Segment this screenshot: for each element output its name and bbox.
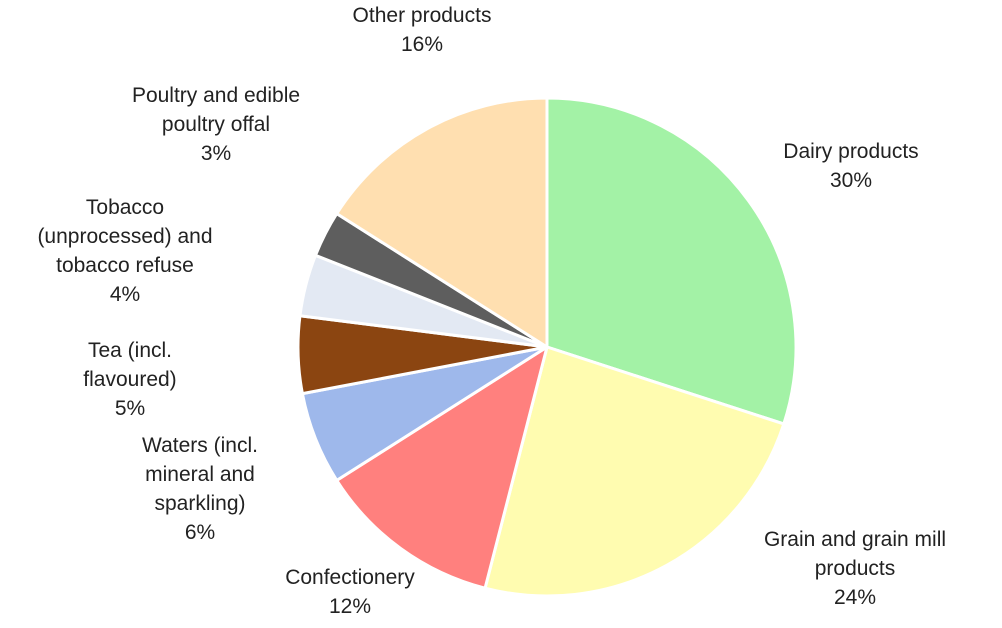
pie-category-label: Tea (incl.: [88, 339, 172, 362]
pie-category-label: Poultry and edible: [132, 84, 300, 107]
pie-category-label: poultry offal: [162, 113, 270, 136]
pie-label-dairy-products: Dairy products 30%: [783, 140, 918, 192]
pie-label-tobacco-unprocessed-and-tobacco-refuse: Tobacco (unprocessed) and tobacco refuse 4%: [37, 196, 212, 306]
pie-slice-grain-and-grain-mill-products: [483, 345, 786, 598]
pie-category-label: Waters (incl.: [142, 434, 258, 457]
pie-category-label: mineral and: [145, 463, 255, 486]
pie-value-label: 3%: [201, 142, 231, 165]
pie-label-tea-incl-flavoured: Tea (incl. flavoured) 5%: [83, 339, 176, 420]
pie-label-other-products: Other products 16%: [353, 4, 492, 56]
pie-label-grain-and-grain-mill-products: Grain and grain mill products 24%: [764, 528, 946, 609]
pie-value-label: 5%: [115, 397, 145, 420]
pie-value-label: 4%: [110, 283, 140, 306]
pie-category-label: Grain and grain mill: [764, 528, 946, 551]
pie-category-label: products: [815, 557, 896, 580]
pie-category-label: Dairy products: [783, 140, 918, 163]
pie-slice-other-products: [335, 96, 549, 349]
pie-value-label: 16%: [401, 33, 443, 56]
pie-category-label: tobacco refuse: [56, 254, 194, 277]
pie-category-label: Tobacco: [86, 196, 164, 219]
pie-category-label: flavoured): [83, 368, 176, 391]
pie-category-label: Other products: [353, 4, 492, 27]
pie-label-confectionery: Confectionery 12%: [285, 566, 415, 618]
pie-labels: Dairy products 30% Grain and grain mill pro…: [37, 4, 946, 618]
pie-value-label: 12%: [329, 595, 371, 618]
pie-label-waters-incl-mineral-and-sparkling: Waters (incl. mineral and sparkling) 6%: [142, 434, 258, 544]
pie-slice-confectionery: [335, 345, 549, 590]
pie-value-label: 30%: [830, 169, 872, 192]
pie-slices: [296, 96, 798, 598]
pie-category-label: sparkling): [154, 492, 245, 515]
pie-value-label: 6%: [185, 521, 215, 544]
pie-slice-dairy-products: [545, 96, 798, 426]
pie-category-label: (unprocessed) and: [37, 225, 212, 248]
pie-category-label: Confectionery: [285, 566, 415, 589]
pie-label-poultry-and-edible-poultry-offal: Poultry and edible poultry offal 3%: [132, 84, 300, 165]
pie-value-label: 24%: [834, 586, 876, 609]
